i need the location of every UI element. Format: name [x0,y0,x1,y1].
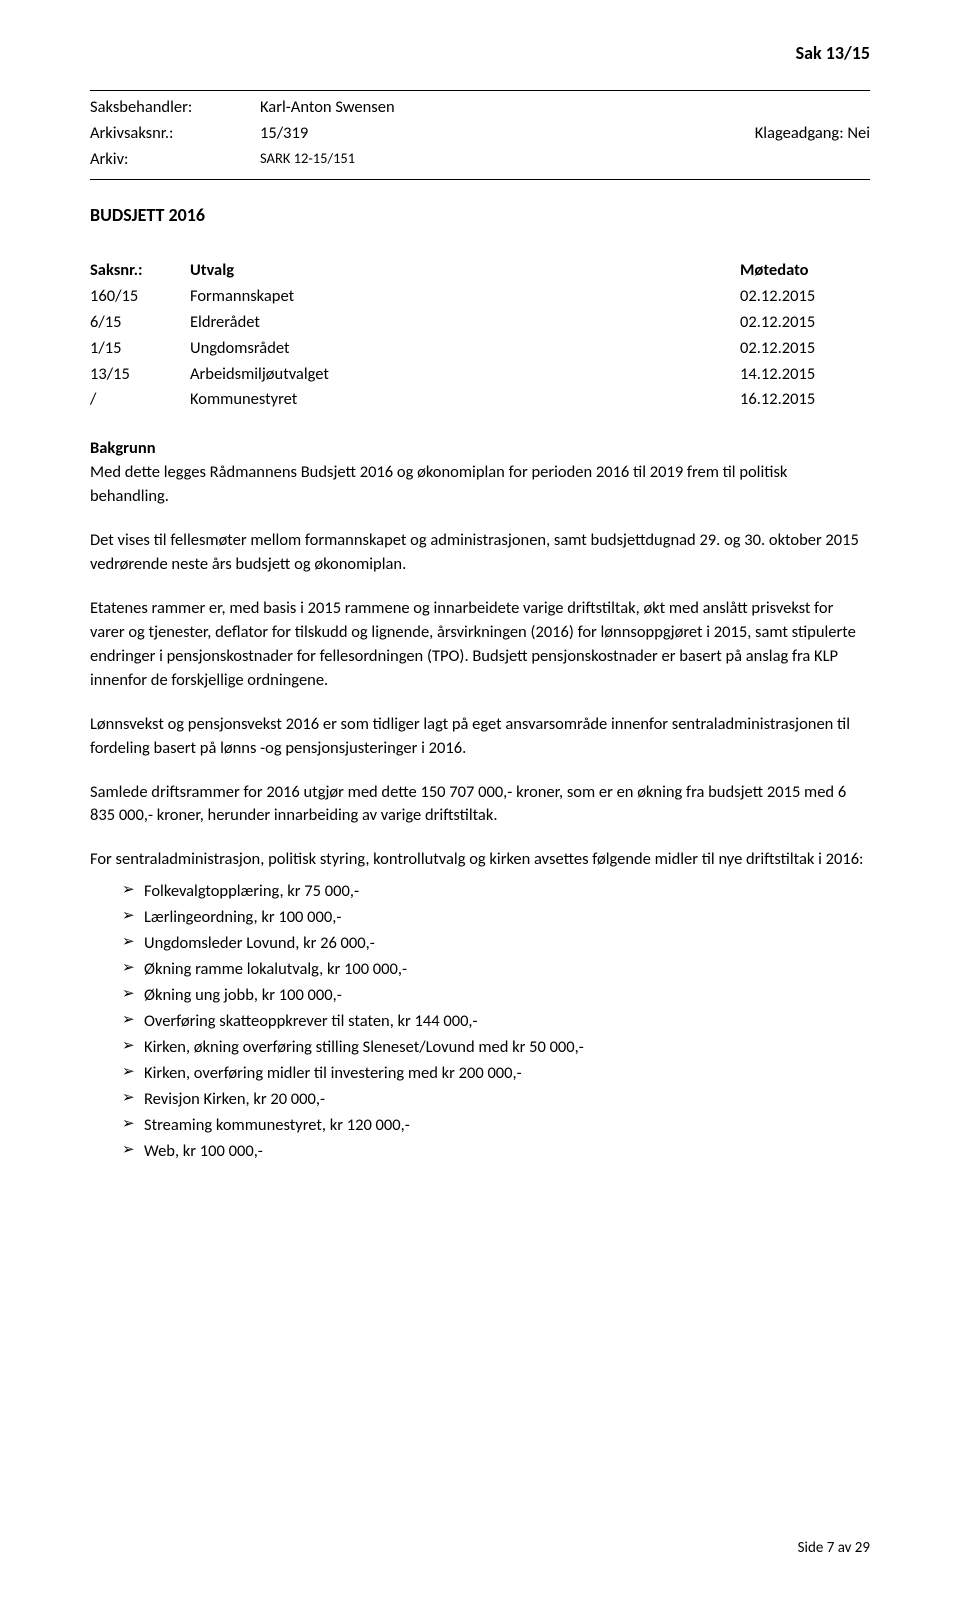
document-title: BUDSJETT 2016 [90,202,870,228]
list-item: Kirken, overføring midler til investerin… [122,1062,870,1088]
paragraph: Med dette legges Rådmannens Budsjett 201… [90,461,870,509]
page-footer: Side 7 av 29 [798,1538,870,1560]
utvalg-cell: Ungdomsrådet [190,336,740,362]
meta-table: Saksbehandler: Karl-Anton Swensen Arkivs… [90,95,870,173]
list-item: Økning ung jobb, kr 100 000,- [122,984,870,1010]
utvalg-row: / Kommunestyret 16.12.2015 [90,387,870,413]
paragraph: Etatenes rammer er, med basis i 2015 ram… [90,597,870,693]
meta-row: Arkivsaksnr.: 15/319 Klageadgang: Nei [90,121,870,147]
utvalg-cell: 02.12.2015 [740,284,870,310]
meta-value: SARK 12-15/151 [260,147,589,173]
utvalg-row: 6/15 Eldrerådet 02.12.2015 [90,310,870,336]
utvalg-cell: 1/15 [90,336,190,362]
utvalg-cell: Eldrerådet [190,310,740,336]
meta-right: Klageadgang: Nei [589,121,870,147]
list-item: Web, kr 100 000,- [122,1140,870,1166]
meta-right [589,95,870,121]
utvalg-head: Utvalg [190,258,740,284]
utvalg-cell: / [90,387,190,413]
list-item: Streaming kommunestyret, kr 120 000,- [122,1114,870,1140]
divider-top [90,90,870,91]
utvalg-cell: Arbeidsmiljøutvalget [190,362,740,388]
paragraph: For sentraladministrasjon, politisk styr… [90,848,870,872]
list-item: Folkevalgtopplæring, kr 75 000,- [122,880,870,906]
utvalg-row: 13/15 Arbeidsmiljøutvalget 14.12.2015 [90,362,870,388]
utvalg-cell: 6/15 [90,310,190,336]
utvalg-cell: 13/15 [90,362,190,388]
list-item: Ungdomsleder Lovund, kr 26 000,- [122,932,870,958]
utvalg-head: Saksnr.: [90,258,190,284]
bakgrunn-heading: Bakgrunn [90,437,870,461]
utvalg-cell: 14.12.2015 [740,362,870,388]
list-item: Økning ramme lokalutvalg, kr 100 000,- [122,958,870,984]
meta-value: Karl-Anton Swensen [260,95,589,121]
utvalg-cell: 02.12.2015 [740,310,870,336]
utvalg-table: Saksnr.: Utvalg Møtedato 160/15 Formanns… [90,258,870,414]
utvalg-cell: 160/15 [90,284,190,310]
utvalg-head-row: Saksnr.: Utvalg Møtedato [90,258,870,284]
meta-row: Saksbehandler: Karl-Anton Swensen [90,95,870,121]
utvalg-row: 160/15 Formannskapet 02.12.2015 [90,284,870,310]
list-item: Overføring skatteoppkrever til staten, k… [122,1010,870,1036]
utvalg-cell: 02.12.2015 [740,336,870,362]
list-item: Kirken, økning overføring stilling Slene… [122,1036,870,1062]
utvalg-cell: Kommunestyret [190,387,740,413]
divider-bottom [90,179,870,180]
list-item: Revisjon Kirken, kr 20 000,- [122,1088,870,1114]
meta-label: Arkiv: [90,147,260,173]
utvalg-cell: 16.12.2015 [740,387,870,413]
paragraph: Samlede driftsrammer for 2016 utgjør med… [90,781,870,829]
meta-label: Saksbehandler: [90,95,260,121]
meta-label: Arkivsaksnr.: [90,121,260,147]
list-item: Lærlingeordning, kr 100 000,- [122,906,870,932]
paragraph: Det vises til fellesmøter mellom formann… [90,529,870,577]
utvalg-cell: Formannskapet [190,284,740,310]
meta-value: 15/319 [260,121,589,147]
utvalg-head: Møtedato [740,258,870,284]
meta-row: Arkiv: SARK 12-15/151 [90,147,870,173]
tiltak-list: Folkevalgtopplæring, kr 75 000,- Lærling… [90,880,870,1165]
page-sak-header: Sak 13/15 [796,40,870,66]
paragraph: Lønnsvekst og pensjonsvekst 2016 er som … [90,713,870,761]
utvalg-row: 1/15 Ungdomsrådet 02.12.2015 [90,336,870,362]
meta-right [589,147,870,173]
